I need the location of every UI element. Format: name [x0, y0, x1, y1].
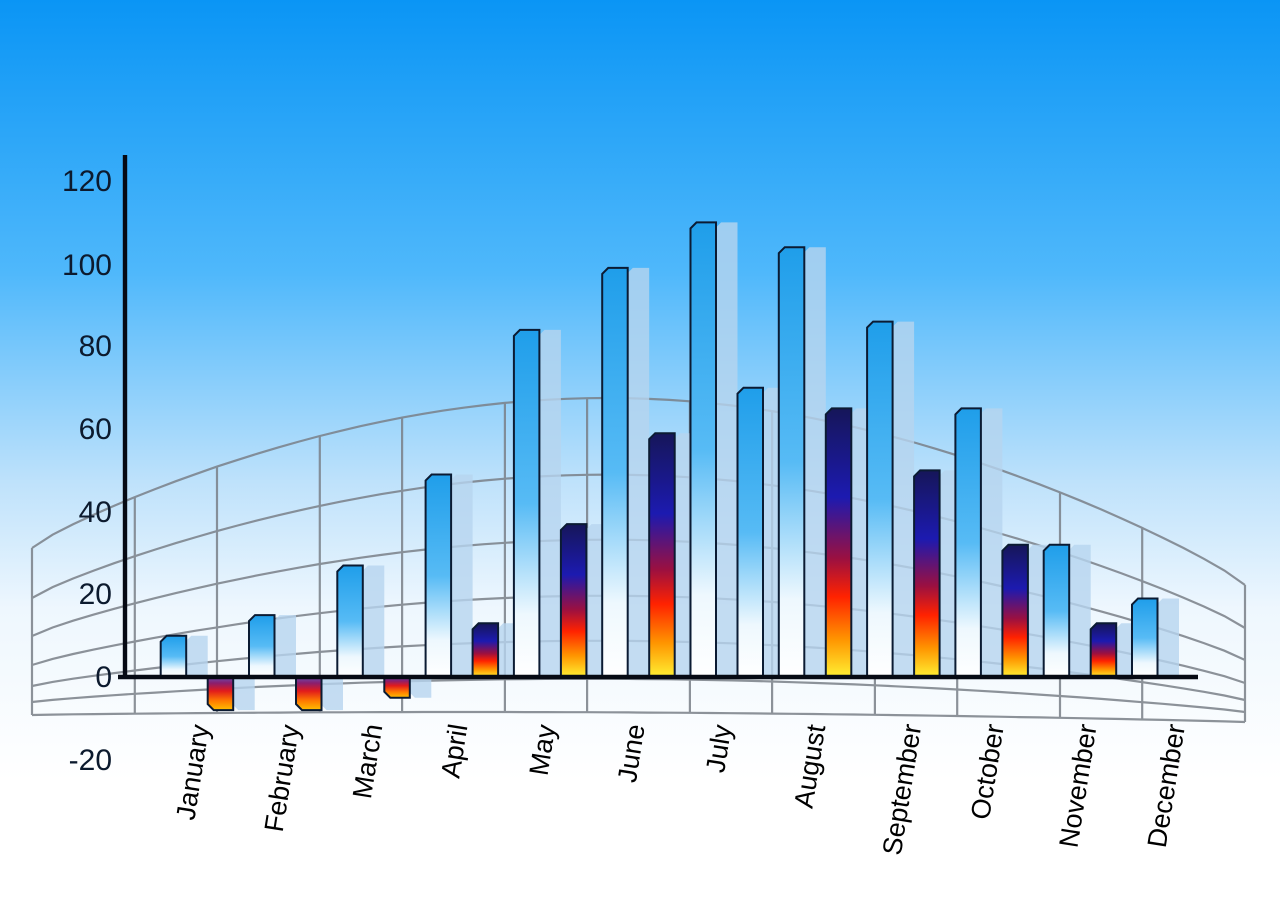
svg-text:0: 0	[95, 661, 112, 694]
svg-text:120: 120	[62, 165, 112, 198]
svg-text:100: 100	[62, 249, 112, 282]
svg-text:-20: -20	[69, 744, 112, 777]
svg-text:80: 80	[79, 330, 112, 363]
svg-text:20: 20	[79, 578, 112, 611]
svg-text:40: 40	[79, 496, 112, 529]
svg-text:60: 60	[79, 413, 112, 446]
